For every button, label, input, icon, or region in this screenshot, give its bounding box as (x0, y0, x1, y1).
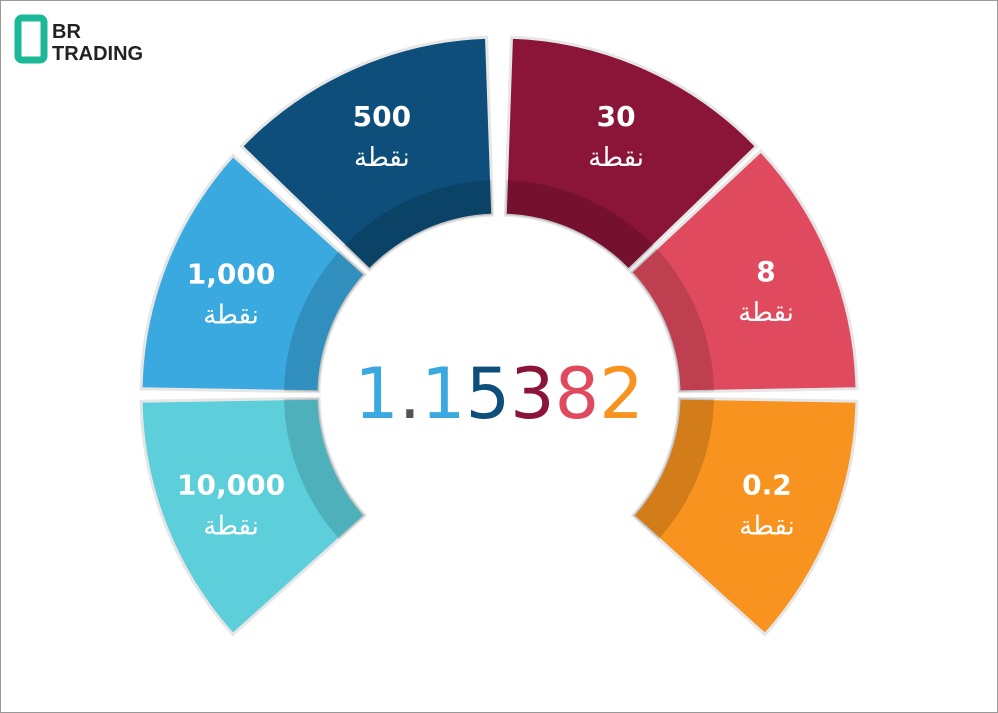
segment (630, 396, 859, 637)
segment (139, 153, 368, 394)
segment-unit: نقطة (354, 143, 410, 173)
segment-inner-band (505, 180, 654, 270)
segment-value: 10,000 (177, 469, 285, 502)
center-digit: 1 (421, 353, 466, 435)
segment-inner-band (284, 398, 366, 539)
center-digit: 8 (555, 353, 600, 435)
logo-text: BR (52, 21, 81, 43)
segment-unit: نقطة (739, 512, 795, 542)
segment-unit: نقطة (738, 298, 794, 328)
segment-unit: نقطة (203, 512, 259, 542)
segment-value: 8 (756, 255, 775, 288)
segment (239, 35, 495, 273)
center-digit: 5 (466, 353, 511, 435)
center-digit: . (399, 353, 421, 435)
center-digit: 2 (599, 353, 644, 435)
logo-text: TRADING (52, 43, 143, 65)
segment-inner-band (284, 251, 366, 392)
center-digit: 1 (354, 353, 399, 435)
segment-unit: نقطة (203, 300, 259, 330)
segment-inner-band (632, 398, 714, 539)
center-digit: 3 (510, 353, 555, 435)
center-circle (321, 217, 677, 573)
segment (139, 396, 368, 637)
logo: BR TRADING (14, 14, 143, 65)
segment-value: 30 (597, 100, 636, 133)
segment-inner-band (344, 180, 493, 270)
center-number: 1.15382 (354, 353, 644, 435)
segment-unit: نقطة (588, 143, 644, 173)
segment-value: 1,000 (187, 257, 276, 290)
logo-icon (14, 14, 48, 64)
segment (503, 35, 759, 273)
segment-value: 500 (353, 100, 411, 133)
segment-value: 0.2 (742, 469, 792, 502)
segment (628, 148, 859, 394)
segment-inner-band (630, 248, 714, 392)
segments: 10,000 نقطة 1,000 نقطة 500 نقطة 30 نقطة 8 نقطة 0.2… (139, 35, 859, 637)
